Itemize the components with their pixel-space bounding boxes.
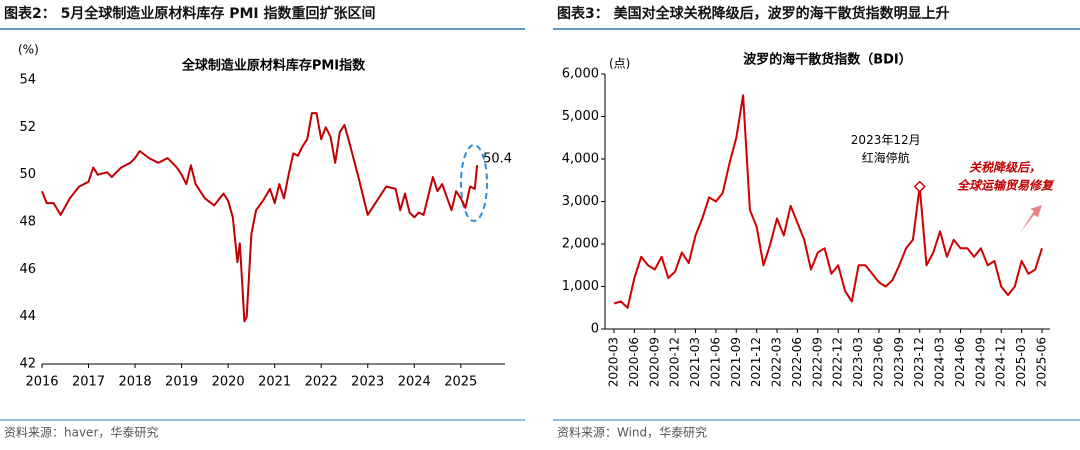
x-tick-label: 2019 — [165, 375, 198, 390]
y-unit: (点) — [609, 57, 630, 71]
chart-title: 波罗的海干散货指数（BDI） — [743, 52, 912, 68]
x-tick-label: 2023-06 — [871, 337, 885, 387]
x-tick-label: 2023-09 — [892, 337, 906, 387]
x-tick-label: 2025-06 — [1035, 337, 1049, 387]
source-note: 资料来源：Wind，华泰研究 — [557, 425, 707, 440]
x-tick-label: 2022-12 — [831, 337, 845, 387]
y-tick-label: 3,000 — [562, 194, 599, 209]
x-tick-label: 2022-03 — [770, 337, 784, 387]
x-tick-label: 2024-12 — [994, 337, 1008, 387]
x-tick-label: 2020-03 — [607, 337, 621, 387]
x-tick-label: 2021 — [258, 375, 291, 390]
x-tick-label: 2025 — [444, 375, 477, 390]
x-tick-label: 2022-06 — [790, 337, 804, 387]
y-tick-label: 42 — [19, 357, 36, 372]
x-tick-label: 2020-12 — [668, 337, 682, 387]
figure-header: 图表2： 5月全球制造业原材料库存 PMI 指数重回扩张区间 — [4, 5, 376, 22]
annotation: 全球运输贸易修复 — [957, 179, 1055, 193]
x-tick-label: 2025-03 — [1014, 337, 1028, 387]
y-tick-label: 6,000 — [562, 67, 599, 82]
figure-header: 图表3： 美国对全球关税降级后，波罗的海干散货指数明显上升 — [557, 5, 950, 22]
event-marker — [913, 180, 926, 193]
y-tick-label: 0 — [591, 322, 599, 337]
x-tick-label: 2024-09 — [973, 337, 987, 387]
x-tick-label: 2017 — [72, 375, 105, 390]
x-tick-label: 2022 — [305, 375, 338, 390]
x-tick-label: 2023-12 — [912, 337, 926, 387]
x-tick-label: 2021-12 — [749, 337, 763, 387]
source-note: 资料来源：haver，华泰研究 — [4, 425, 158, 440]
chart-title: 全球制造业原材料库存PMI指数 — [181, 58, 366, 74]
x-tick-label: 2018 — [119, 375, 152, 390]
x-tick-label: 2020 — [212, 375, 245, 390]
x-tick-label: 2024-03 — [933, 337, 947, 387]
y-tick-label: 2,000 — [562, 237, 599, 252]
y-tick-label: 4,000 — [562, 152, 599, 167]
line-series — [41, 112, 479, 323]
end-value-label: 50.4 — [483, 152, 512, 167]
y-tick-label: 48 — [19, 215, 36, 230]
x-tick-label: 2021-03 — [688, 337, 702, 387]
x-tick-label: 2024-06 — [953, 337, 967, 387]
annotation: 红海停航 — [862, 150, 910, 165]
x-tick-label: 2022-09 — [810, 337, 824, 387]
up-arrow — [1020, 205, 1042, 233]
y-unit: (%) — [18, 43, 39, 57]
x-tick-label: 2016 — [25, 375, 58, 390]
y-tick-label: 52 — [19, 120, 36, 135]
y-tick-label: 5,000 — [562, 109, 599, 124]
x-tick-label: 2023-03 — [851, 337, 865, 387]
y-tick-label: 46 — [19, 262, 36, 277]
annotation: 2023年12月 — [851, 133, 921, 147]
y-tick-label: 44 — [19, 309, 36, 324]
x-tick-label: 2021-06 — [708, 337, 722, 387]
y-tick-label: 1,000 — [562, 279, 599, 294]
y-tick-label: 54 — [19, 73, 36, 88]
highlight-ellipse — [460, 144, 488, 222]
x-tick-label: 2024 — [398, 375, 431, 390]
x-tick-label: 2020-09 — [647, 337, 661, 387]
x-tick-label: 2023 — [351, 375, 384, 390]
x-tick-label: 2020-06 — [627, 337, 641, 387]
y-tick-label: 50 — [19, 167, 36, 182]
x-tick-label: 2021-09 — [729, 337, 743, 387]
line-series — [613, 94, 1043, 309]
annotation: 关税降级后， — [969, 161, 1041, 175]
